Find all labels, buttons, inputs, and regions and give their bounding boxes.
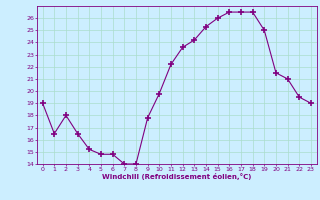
X-axis label: Windchill (Refroidissement éolien,°C): Windchill (Refroidissement éolien,°C) bbox=[102, 173, 252, 180]
